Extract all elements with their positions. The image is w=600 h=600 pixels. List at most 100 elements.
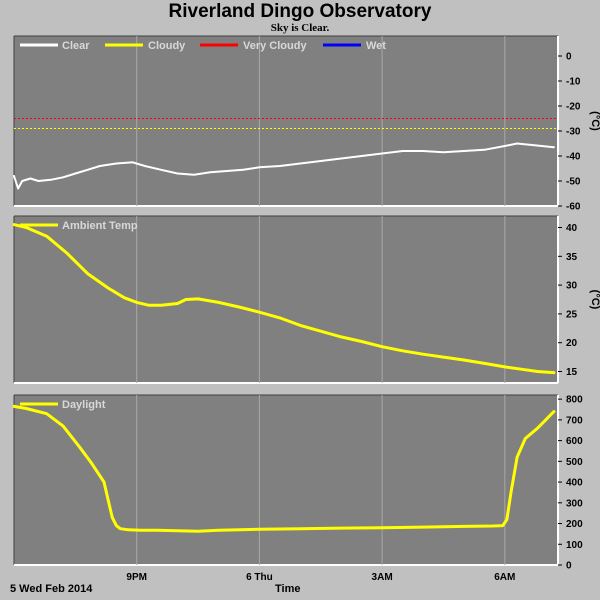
legend-label: Very Cloudy: [243, 40, 307, 52]
data-point: [185, 298, 187, 301]
y-tick-label: 100: [566, 540, 583, 551]
data-point: [463, 525, 465, 528]
legend-label: Clear: [62, 40, 90, 52]
data-point: [45, 235, 48, 237]
y-axis-label: (°C): [589, 111, 600, 131]
data-point: [197, 530, 199, 532]
data-point: [381, 152, 383, 155]
y-tick-label: 0: [566, 561, 572, 572]
data-point: [135, 301, 138, 304]
y-tick-label: 30: [566, 281, 578, 292]
data-point: [510, 491, 512, 494]
data-point: [483, 362, 486, 365]
series-line-clear: [13, 142, 555, 190]
legend-label: Wet: [366, 40, 386, 52]
y-axis-label: (°C): [589, 290, 600, 310]
data-point: [258, 311, 261, 314]
data-point: [86, 169, 89, 171]
data-point: [90, 462, 93, 465]
y-tick-label: 500: [566, 457, 583, 468]
data-point: [299, 162, 302, 165]
data-point: [160, 169, 162, 171]
data-point: [140, 529, 142, 531]
data-point: [320, 330, 322, 333]
data-point: [340, 527, 343, 529]
data-point: [528, 144, 531, 146]
data-point: [217, 529, 220, 531]
data-point: [553, 410, 555, 413]
data-point: [209, 171, 212, 174]
data-point: [279, 165, 281, 167]
data-point: [544, 419, 547, 421]
y-tick-label: 200: [566, 519, 583, 530]
data-point: [62, 176, 64, 179]
legend-label: Cloudy: [148, 40, 186, 52]
page-title: Riverland Dingo Observatory: [168, 1, 432, 22]
y-tick-label: 35: [566, 252, 578, 263]
data-point: [463, 359, 465, 361]
data-point: [491, 525, 494, 527]
data-point: [103, 481, 105, 483]
data-point: [422, 526, 424, 528]
data-point: [242, 169, 244, 171]
data-point: [127, 529, 130, 531]
data-point: [524, 437, 527, 440]
data-point: [422, 150, 424, 152]
data-point: [516, 142, 518, 145]
data-point: [320, 160, 322, 162]
data-point: [401, 150, 404, 152]
date-label: 5 Wed Feb 2014: [10, 583, 93, 595]
data-point: [506, 518, 508, 521]
data-point: [401, 350, 404, 352]
data-point: [107, 287, 109, 289]
data-point: [45, 412, 48, 415]
data-point: [520, 368, 522, 371]
y-tick-label: -50: [566, 177, 581, 188]
data-point: [86, 272, 89, 275]
panel-1-plot-area: [14, 36, 558, 206]
data-point: [553, 371, 555, 374]
data-point: [37, 180, 40, 182]
panel-3-plot-area: [14, 395, 558, 565]
data-point: [193, 174, 195, 176]
y-tick-label: -10: [566, 77, 581, 88]
data-point: [258, 166, 261, 169]
legend-label: Ambient Temp: [62, 220, 138, 232]
series-line-daylight: [12, 404, 556, 533]
y-tick-label: 400: [566, 478, 583, 489]
data-point: [99, 165, 101, 167]
data-point: [62, 425, 64, 427]
data-point: [25, 226, 28, 229]
data-point: [13, 223, 15, 226]
y-tick-label: -40: [566, 152, 581, 163]
data-point: [381, 526, 383, 529]
y-tick-label: 600: [566, 436, 583, 447]
data-point: [50, 179, 52, 181]
data-point: [422, 353, 424, 356]
data-point: [516, 456, 518, 459]
data-point: [299, 527, 302, 530]
y-tick-label: 0: [566, 52, 572, 63]
y-tick-label: 40: [566, 223, 578, 234]
data-point: [156, 529, 158, 531]
y-tick-label: -20: [566, 102, 581, 113]
y-tick-label: -30: [566, 127, 581, 138]
data-point: [131, 161, 134, 164]
data-point: [13, 175, 15, 177]
x-tick-label: 6 Thu: [246, 572, 273, 583]
data-point: [176, 302, 179, 305]
y-tick-label: 15: [566, 367, 578, 378]
y-tick-label: 20: [566, 338, 578, 349]
data-point: [360, 155, 363, 157]
y-tick-label: 25: [566, 309, 578, 320]
data-point: [66, 252, 68, 255]
y-tick-label: 300: [566, 498, 583, 509]
data-point: [115, 162, 118, 165]
data-point: [123, 297, 126, 299]
data-point: [176, 172, 179, 175]
data-point: [25, 407, 28, 410]
data-point: [17, 187, 19, 190]
data-point: [74, 172, 77, 175]
data-point: [148, 304, 150, 307]
